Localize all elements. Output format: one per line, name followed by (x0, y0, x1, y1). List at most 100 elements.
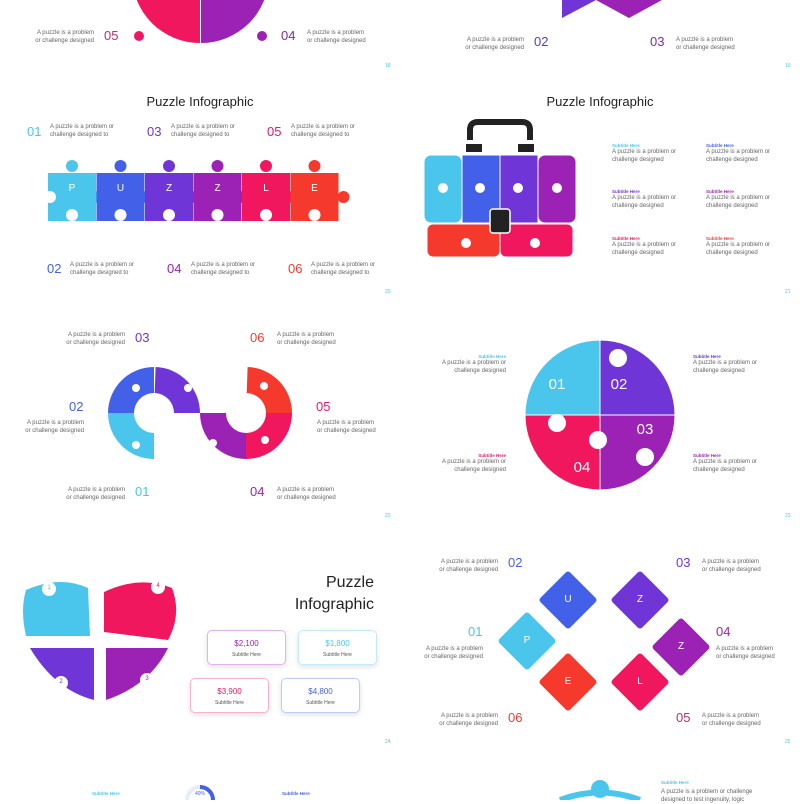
puzzle-knob (114, 160, 127, 172)
heart-number: 4 (156, 583, 160, 589)
description: A puzzle is a problem or (706, 242, 771, 248)
infinity-icon (260, 382, 268, 390)
puzzle-knob (66, 160, 78, 172)
subtitle: Subtitle Here (706, 236, 734, 241)
heart-number: 1 (47, 585, 51, 591)
circle-number: 02 (610, 376, 628, 393)
subtitle: Subtitle Here (706, 143, 734, 148)
flame-icon (589, 431, 607, 449)
slide20-desc: A puzzle is a problem or challenge design… (70, 262, 135, 276)
heart-number-badge (140, 673, 154, 687)
slide22-desc-01: A puzzle is a problem or challenge design… (66, 487, 125, 501)
slide25-desc-03: A puzzle is a problem or challenge design… (702, 559, 761, 573)
slide21-title: Puzzle Infographic (546, 94, 654, 109)
slide21-text-item: Subtitle Here A puzzle is a problem or cha… (612, 236, 676, 257)
slide26-progress-label: 40% (194, 791, 205, 797)
stat-label: Subtitle Here (215, 700, 244, 706)
description: challenge designed (706, 203, 758, 209)
slide22-desc-06: A puzzle is a problem or challenge design… (277, 332, 336, 346)
slide22-num-04: 04 (250, 484, 265, 499)
lightbulb-icon (548, 414, 566, 432)
pie-chart-icon (636, 448, 654, 466)
slide18-desc-05: A puzzle is a problem or challenge design… (35, 30, 94, 44)
slide25-num-01: 01 (468, 624, 483, 639)
slide27-text: A puzzle is a problem or challenge design… (661, 789, 753, 803)
stat-label: Subtitle Here (323, 652, 352, 658)
slide20-desc: A puzzle is a problem or challenge design… (311, 262, 376, 276)
description: challenge designed (706, 157, 758, 163)
description: A puzzle is a problem or (612, 195, 677, 201)
infinity-piece-03 (108, 367, 154, 413)
slide18-desc-04: A puzzle is a problem or challenge design… (307, 30, 366, 44)
circle-number: 04 (573, 459, 591, 476)
stat-value: $1,800 (325, 639, 350, 648)
slide25-desc-05: A puzzle is a problem or challenge design… (702, 713, 761, 727)
puzzle-diamond-02 (528, 0, 596, 18)
stat-value: $3,900 (217, 687, 242, 696)
stat-value: $4,800 (308, 687, 333, 696)
puzzle-socket (308, 209, 321, 221)
slide20-num-04: 04 (167, 261, 182, 276)
puzzle-letter: Z (677, 641, 685, 652)
slide20-num-02: 02 (47, 261, 62, 276)
heart-piece-4 (104, 582, 177, 640)
slide22-desc-04: A puzzle is a problem or challenge design… (277, 487, 336, 501)
slide25-desc-02: A puzzle is a problem or challenge design… (439, 559, 498, 573)
slide22-num-03: 03 (135, 330, 150, 345)
slide20-desc: A puzzle is a problem or challenge design… (191, 262, 256, 276)
stat-label: Subtitle Here (232, 652, 261, 658)
stat-value: $2,100 (234, 639, 259, 648)
stat-card: $4,800 Subtitle Here (281, 678, 360, 713)
slide19-num-03: 03 (650, 34, 665, 49)
slide18-num-05: 05 (104, 28, 119, 43)
people-icon (513, 183, 523, 193)
slide18-num-04: 04 (281, 28, 296, 43)
heart-number-badge (54, 676, 68, 690)
puzzle-knob (163, 160, 175, 172)
slide21-text-item: Subtitle Here A puzzle is a problem or cha… (706, 189, 770, 210)
puzzle-piece-05 (136, 0, 200, 43)
slide27-subtitle: Subtitle Here (661, 780, 689, 785)
page-number: 25 (785, 739, 791, 745)
page-number: 22 (385, 513, 391, 519)
slide25-num-04: 04 (716, 624, 731, 639)
page-number: 24 (385, 739, 391, 745)
puzzle-piece-Z (652, 618, 710, 676)
slide22-num-06: 06 (250, 330, 265, 345)
puzzle-piece-04 (201, 0, 265, 43)
puzzle-piece-L (611, 653, 669, 711)
slide23-text-02: Subtitle Here A puzzle is a problem or cha… (693, 354, 758, 374)
stat-card: $1,800 Subtitle Here (298, 630, 377, 665)
infinity-icon (184, 384, 192, 392)
puzzle-knob (308, 160, 321, 172)
infinity-piece-05 (246, 413, 292, 459)
description: A puzzle is a problem or (706, 195, 771, 201)
progress-ring-fill (185, 785, 215, 800)
subtitle: Subtitle Here (612, 143, 640, 148)
chart-icon (552, 183, 562, 193)
slide25-num-02: 02 (508, 555, 523, 570)
description: challenge designed (706, 250, 758, 256)
puzzle-letter: E (564, 676, 572, 687)
slide25-desc-01: A puzzle is a problem or challenge design… (424, 646, 483, 660)
slide26-subtitle-right: Subtitle Here (282, 791, 310, 796)
puzzle-socket (114, 209, 127, 221)
description: challenge designed (612, 157, 664, 163)
briefcase-handle-base (466, 144, 482, 152)
puzzle-knob (337, 191, 350, 203)
puzzle-knob (211, 160, 224, 172)
lightning-icon (591, 780, 609, 798)
infinity-icon (132, 384, 140, 392)
slide25-desc-06: A puzzle is a problem or challenge design… (439, 713, 498, 727)
slide22-num-02: 02 (69, 399, 84, 414)
subtitle: Subtitle Here (706, 189, 734, 194)
page-number: 19 (785, 63, 791, 69)
heart-piece-3 (106, 648, 168, 700)
slide24-title: Puzzle Infographic (294, 574, 374, 613)
puzzle-letter: L (637, 676, 643, 687)
page-number: 20 (385, 289, 391, 295)
slide21-text-item: Subtitle Here A puzzle is a problem or cha… (612, 143, 676, 164)
puzzle-piece-U (539, 571, 597, 629)
puzzle-socket (260, 209, 272, 221)
puzzle-letter: E (311, 183, 318, 194)
